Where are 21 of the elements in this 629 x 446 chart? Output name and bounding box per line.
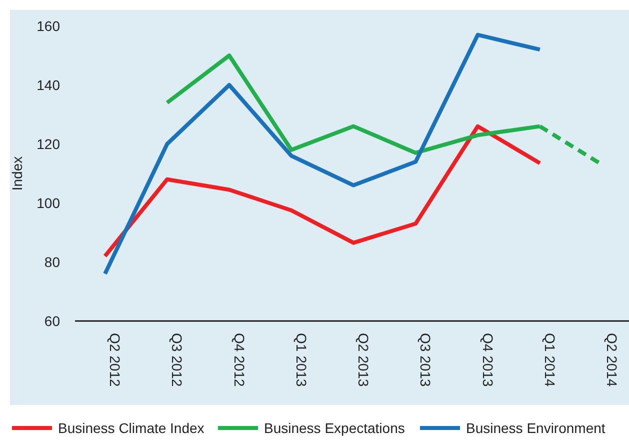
y-tick-label: 140 bbox=[36, 76, 60, 93]
legend-label: Business Environment bbox=[466, 420, 606, 436]
y-tick-label: 120 bbox=[36, 136, 60, 152]
legend-label: Business Expectations bbox=[264, 420, 405, 436]
line-series bbox=[103, 124, 542, 258]
x-tick-label: Q2 2013 bbox=[356, 333, 372, 387]
x-tick-label: Q1 2013 bbox=[293, 333, 310, 387]
x-tick-label: Q4 2013 bbox=[480, 333, 496, 387]
y-axis-title: Index bbox=[9, 156, 25, 191]
x-tick-label: Q3 2013 bbox=[418, 333, 434, 387]
x-tick-label: Q2 2014 bbox=[604, 333, 620, 387]
y-tick-label: 80 bbox=[44, 254, 60, 270]
y-tick-label: 160 bbox=[36, 18, 60, 34]
y-tick-label: 100 bbox=[36, 194, 60, 211]
y-tick-label: 60 bbox=[44, 312, 60, 329]
x-tick-label: Q1 2014 bbox=[542, 333, 558, 387]
x-tick-label: Q4 2012 bbox=[231, 333, 248, 387]
x-tick-label: Q3 2012 bbox=[169, 333, 186, 387]
x-tick-label: Q2 2012 bbox=[107, 333, 123, 387]
line-series bbox=[103, 32, 542, 276]
legend-label: Business Climate Index bbox=[58, 420, 204, 436]
